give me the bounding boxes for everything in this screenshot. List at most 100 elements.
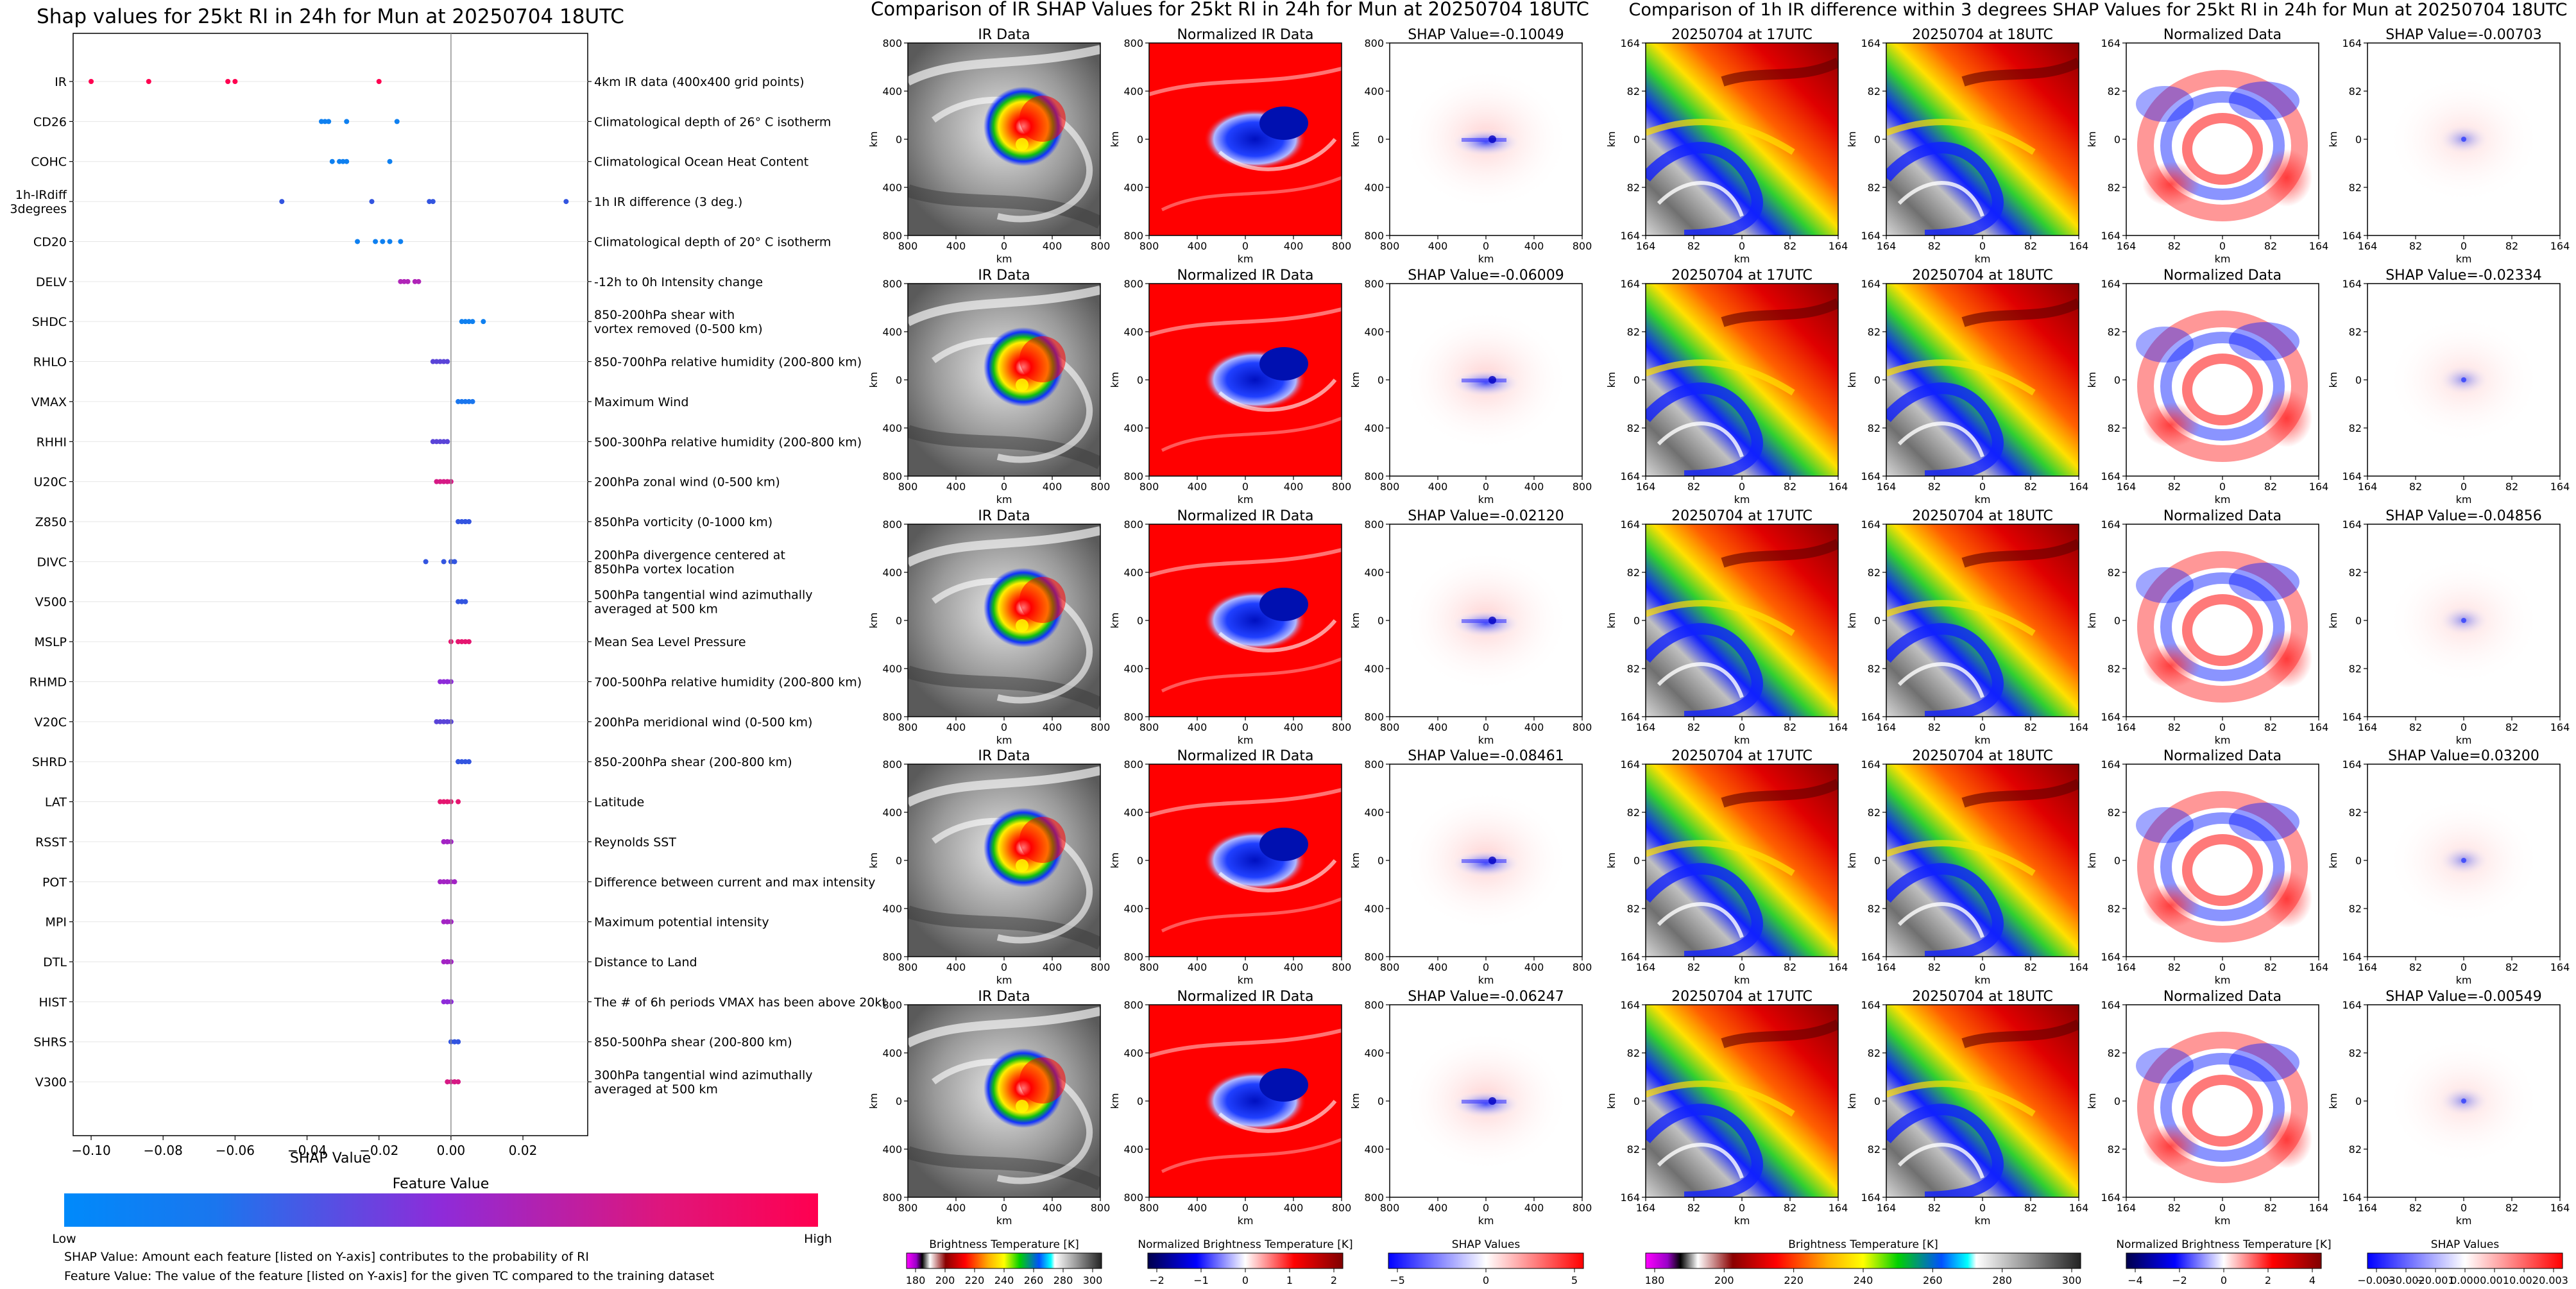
shap-value-explanation: SHAP Value: Amount each feature [listed … — [64, 1250, 589, 1264]
x-tick-label: 0 — [2461, 961, 2467, 973]
y-tick-label: 0 — [1874, 374, 1881, 386]
y-axis-label: km — [1349, 132, 1361, 148]
feature-label: VMAX — [31, 395, 67, 409]
x-tick-label: 164 — [1829, 240, 1848, 252]
x-tick-label: 82 — [2168, 721, 2181, 733]
shap-point — [441, 439, 447, 445]
y-axis-label: km — [2327, 132, 2339, 148]
x-tick-label: 0 — [2219, 240, 2226, 252]
shap-point — [441, 359, 447, 364]
x-tick-label: 800 — [1139, 481, 1159, 493]
x-axis-label: km — [996, 253, 1012, 265]
shap-point — [441, 559, 447, 565]
heatmap-image — [1646, 43, 1838, 235]
shap-point — [438, 679, 443, 685]
x-tick-label: 82 — [1928, 481, 1941, 493]
colorbar-gradient — [2367, 1252, 2563, 1269]
feature-label: POT — [42, 875, 67, 889]
x-tick-label: 82 — [1687, 240, 1700, 252]
y-axis-label: km — [867, 853, 880, 869]
x-tick-label: 0 — [1739, 721, 1745, 733]
x-tick-label: 400 — [1428, 240, 1448, 252]
image-panel: SHAP Value=-0.02120800800400400004004008… — [1349, 508, 1592, 746]
x-tick-label: 800 — [1380, 1202, 1400, 1214]
shap-point — [430, 199, 436, 205]
colorbar-label: Brightness Temperature [K] — [929, 1238, 1079, 1251]
shap-point — [466, 398, 472, 404]
y-tick-label: 82 — [1627, 1047, 1640, 1059]
shap-point — [427, 199, 432, 205]
y-tick-label: 800 — [1364, 758, 1384, 771]
image-panel: Normalized Data1641648282008282164164kmk… — [2086, 748, 2328, 986]
feature-label: V500 — [35, 595, 67, 610]
panel-title: Normalized IR Data — [1177, 748, 1313, 764]
shap-point — [441, 679, 447, 685]
shap-point — [466, 518, 472, 524]
y-tick-label: 164 — [1620, 518, 1640, 531]
y-axis-label: km — [2327, 613, 2339, 629]
x-tick-label: 82 — [2264, 961, 2277, 973]
colorbar-low-label: Low — [52, 1232, 76, 1246]
y-axis-label: km — [1349, 372, 1361, 388]
x-axis-label: km — [1734, 493, 1750, 506]
y-tick-label: 82 — [1868, 422, 1881, 434]
feature-description: 4km IR data (400x400 grid points) — [594, 75, 805, 89]
x-tick-label: 164 — [2117, 240, 2137, 252]
y-tick-label: 82 — [1868, 326, 1881, 338]
x-tick-label: 400 — [1188, 961, 1207, 973]
y-tick-label: 0 — [2355, 615, 2362, 627]
x-tick-label: 0 — [1739, 240, 1745, 252]
y-tick-label: 164 — [1620, 230, 1640, 242]
y-axis-label: km — [1605, 372, 1617, 388]
colorbar-tick-label: 280 — [1053, 1274, 1073, 1286]
feature-description: 850hPa vorticity (0-1000 km) — [594, 515, 772, 529]
y-tick-label: 82 — [1868, 1143, 1881, 1156]
y-tick-label: 0 — [1633, 1095, 1640, 1107]
x-tick-label: 164 — [1636, 481, 1656, 493]
colorbar: SHAP Values−5051e−5 — [1388, 1238, 1584, 1286]
shap-point — [463, 398, 468, 404]
image-panel: SHAP Value=0.032001641648282008282164164… — [2327, 748, 2570, 986]
y-tick-label: 800 — [1364, 278, 1384, 290]
feature-label: IR — [55, 75, 67, 89]
y-axis-label: km — [1349, 1093, 1361, 1109]
y-tick-label: 800 — [1364, 470, 1384, 482]
panel-title: Normalized Data — [2163, 27, 2282, 43]
y-tick-label: 800 — [1364, 951, 1384, 963]
y-axis-label: km — [1846, 613, 1858, 629]
colorbar-label: SHAP Values — [1452, 1238, 1521, 1251]
x-tick-label: 82 — [2505, 1202, 2518, 1214]
x-tick-label: 82 — [2409, 721, 2422, 733]
shap-point — [434, 359, 439, 364]
x-tick-label: 82 — [1928, 721, 1941, 733]
image-panel: SHAP Value=-0.02334164164828200828216416… — [2327, 268, 2570, 506]
y-tick-label: 82 — [1868, 903, 1881, 915]
y-tick-label: 800 — [1123, 758, 1143, 771]
feature-label: HIST — [38, 995, 67, 1009]
shap-point — [445, 1079, 450, 1085]
x-tick-label: 400 — [1188, 1202, 1207, 1214]
y-tick-label: 800 — [1364, 711, 1384, 723]
x-tick-label: 400 — [946, 721, 966, 733]
feature-description: 850-200hPa shear (200-800 km) — [594, 755, 792, 769]
y-tick-label: 800 — [1123, 951, 1143, 963]
heatmap-image — [1149, 1005, 1342, 1197]
x-tick-label: 82 — [2264, 721, 2277, 733]
feature-description: 300hPa tangential wind azimuthally — [594, 1068, 813, 1082]
x-tick-label: 800 — [1139, 240, 1159, 252]
colorbar-tick-label: 2 — [1331, 1274, 1337, 1286]
heatmap-image — [1886, 43, 2079, 235]
heatmap-image — [908, 43, 1100, 235]
y-axis-label: km — [1109, 132, 1121, 148]
y-tick-label: 400 — [882, 903, 902, 915]
x-tick-label: 82 — [2264, 481, 2277, 493]
panel-title: Normalized Data — [2163, 989, 2282, 1005]
colorbar-tick-label: 180 — [1645, 1274, 1665, 1286]
feature-label: COHC — [31, 155, 67, 169]
colorbar-tick-label: 240 — [1854, 1274, 1873, 1286]
colorbar-gradient — [1147, 1252, 1343, 1269]
image-panel: Normalized IR Data8008004004000040040080… — [1109, 989, 1351, 1227]
x-tick-label: 400 — [1284, 481, 1304, 493]
y-tick-label: 400 — [1364, 1047, 1384, 1059]
y-tick-label: 400 — [1364, 903, 1384, 915]
